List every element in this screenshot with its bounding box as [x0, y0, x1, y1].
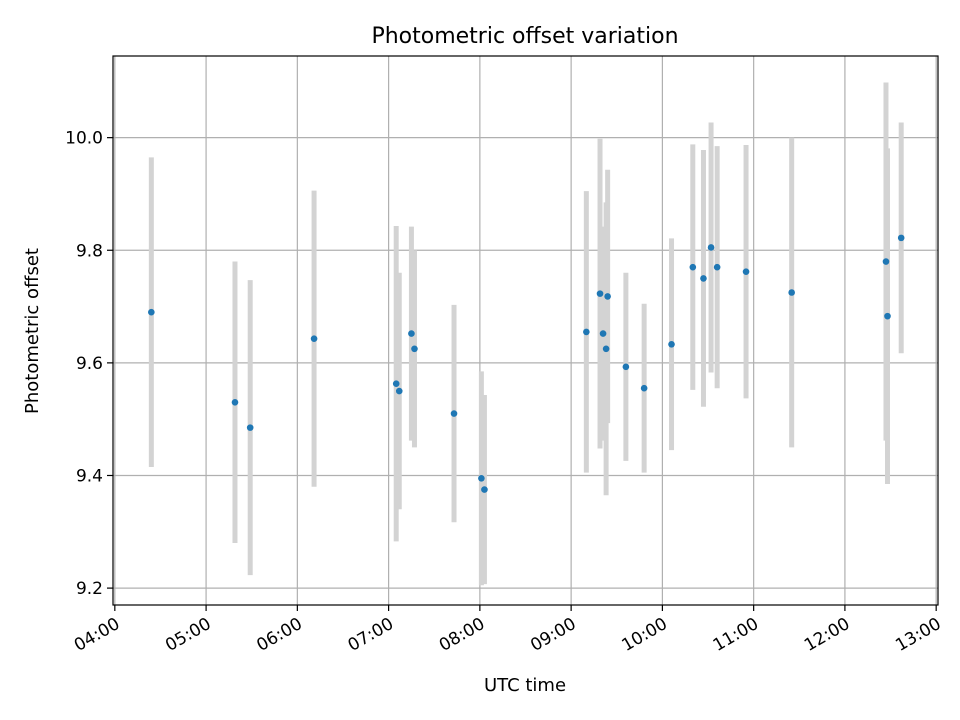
data-points: [148, 234, 905, 493]
data-point: [599, 330, 607, 337]
data-point: [478, 475, 485, 482]
data-point: [742, 268, 750, 275]
data-point: [231, 398, 239, 406]
data-point: [882, 258, 890, 265]
y-axis-label: Photometric offset: [22, 248, 43, 414]
data-point: [408, 330, 415, 337]
data-point: [450, 410, 458, 417]
data-point: [622, 363, 630, 371]
plot-frame: [112, 55, 939, 606]
x-tick-label: 04:00: [71, 614, 123, 656]
error-bars: [148, 82, 904, 586]
x-tick-label: 12:00: [801, 614, 853, 656]
data-point: [700, 275, 707, 282]
data-point: [884, 312, 891, 320]
x-tick-label: 07:00: [345, 614, 397, 656]
x-tick-label: 09:00: [527, 614, 579, 656]
data-point: [897, 234, 905, 242]
y-tick-label: 10.0: [65, 129, 103, 149]
data-point: [602, 345, 610, 353]
data-point: [713, 263, 721, 271]
x-axis-ticks: 04:00 05:00 06:00 07:00 08:00 09:00 10:00 11:00…: [71, 605, 945, 656]
data-point: [707, 244, 715, 251]
y-tick-label: 9.6: [76, 354, 103, 374]
x-tick-label: 10:00: [618, 614, 670, 656]
x-tick-label: 06:00: [253, 614, 305, 656]
x-axis-label: UTC time: [484, 675, 566, 696]
data-point: [246, 424, 254, 431]
data-point: [689, 263, 697, 271]
y-tick-label: 9.4: [76, 466, 103, 486]
data-point: [395, 387, 403, 395]
data-point: [583, 328, 590, 336]
x-tick-label: 13:00: [892, 614, 944, 656]
y-tick-label: 9.8: [76, 241, 103, 261]
x-tick-label: 08:00: [436, 614, 488, 656]
data-point: [668, 340, 675, 348]
data-point: [310, 335, 318, 342]
data-point: [604, 293, 611, 300]
data-point: [788, 289, 795, 296]
data-point: [640, 384, 648, 392]
y-tick-label: 9.2: [76, 579, 103, 599]
x-tick-label: 05:00: [162, 614, 214, 656]
data-point: [481, 486, 488, 493]
y-axis-ticks: 9.2 9.4 9.6 9.8 10.0: [65, 129, 113, 599]
data-point: [411, 345, 418, 353]
data-point: [148, 308, 155, 316]
data-point: [596, 290, 604, 297]
x-tick-label: 11:00: [710, 614, 762, 656]
chart-title: Photometric offset variation: [371, 24, 678, 49]
data-point: [392, 380, 400, 388]
